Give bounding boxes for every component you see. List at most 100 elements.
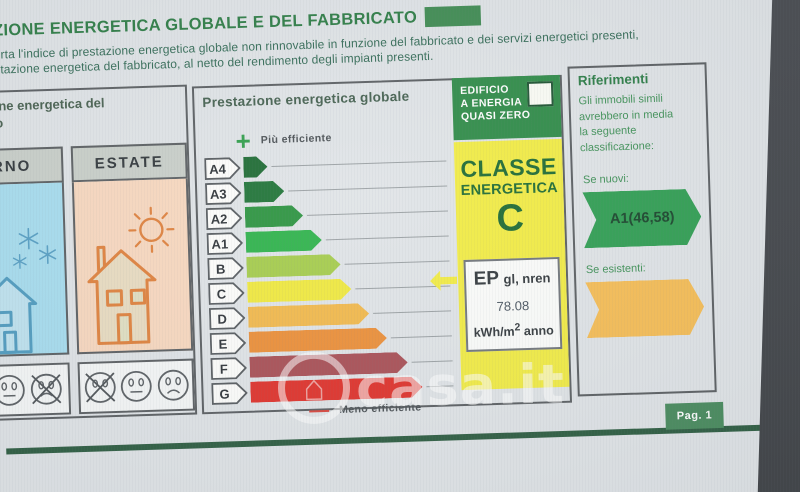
class-arrow: [246, 254, 341, 278]
new-buildings-class-arrow: A1(46,58): [582, 189, 702, 249]
ep-label: EP: [473, 268, 500, 291]
svg-text:D: D: [217, 311, 227, 326]
plus-icon: +: [235, 125, 252, 157]
if-new-label: Se nuovi:: [582, 172, 630, 187]
ruler-line: [306, 210, 448, 217]
references-panel: Riferimenti Gli immobili simili avrebber…: [567, 62, 717, 397]
ruler-line: [426, 385, 454, 388]
class-label: G: [211, 381, 248, 405]
ep-unit: kWh/m2 anno: [473, 322, 555, 341]
winter-column-body: [0, 182, 70, 359]
class-label: A4: [204, 156, 241, 180]
class-label: C: [208, 281, 245, 305]
ep-value: 78.08: [496, 297, 530, 314]
svg-text:C: C: [216, 286, 226, 301]
energy-class-row-e: E: [209, 323, 453, 356]
snowflake-icon: [12, 253, 27, 269]
class-arrow: [247, 279, 352, 303]
snowflake-icon: [18, 227, 39, 250]
minus-icon: —: [308, 399, 330, 422]
class-label: A2: [205, 206, 243, 230]
class-arrow: [249, 327, 388, 352]
new-buildings-class-value: A1(46,58): [609, 209, 675, 228]
ruler-line: [373, 310, 452, 315]
energy-class-row-g: G: [211, 373, 454, 406]
class-box-subtitle: ENERGETICA: [460, 180, 559, 200]
less-efficient-row: — Meno efficiente: [308, 399, 422, 422]
energy-class-box: CLASSE ENERGETICA C EP gl, nren 78.08 kW…: [453, 138, 570, 391]
class-label: F: [210, 356, 248, 380]
less-efficient-label: Meno efficiente: [338, 401, 422, 416]
sun-icon: [128, 206, 175, 253]
references-title: Riferimenti: [577, 71, 649, 89]
class-arrow: [250, 376, 423, 402]
ruler-line: [344, 260, 450, 266]
summer-house-icon: [87, 245, 157, 346]
summer-comfort-faces: [77, 358, 196, 415]
if-existing-label: Se esistenti:: [585, 262, 646, 277]
footer-rule: [6, 424, 762, 455]
global-performance-panel: Prestazione energetica globale + Più eff…: [191, 74, 573, 422]
fabric-panel-heading: one energetica del to: [0, 95, 105, 131]
svg-text:F: F: [220, 361, 228, 376]
existing-buildings-class-arrow: [585, 278, 705, 338]
class-label: D: [208, 306, 246, 330]
class-arrow: [249, 352, 408, 378]
ep-index-box: EP gl, nren 78.08 kWh/m2 anno: [463, 256, 563, 352]
winter-column: INVERNO: [0, 146, 70, 359]
more-efficient-label: Più efficiente: [260, 132, 332, 147]
class-label: A1: [206, 231, 244, 255]
svg-text:E: E: [218, 336, 227, 351]
face-neutral-icon: [0, 374, 25, 406]
summer-column: ESTATE: [70, 142, 194, 355]
class-label: A3: [205, 181, 242, 205]
class-arrow: [248, 303, 370, 328]
ruler-line: [390, 335, 452, 339]
ep-label-sub: gl, nren: [503, 270, 551, 288]
snowflake-icon: [38, 245, 57, 264]
class-box-title: CLASSE: [460, 153, 558, 183]
energy-class-scale: A4 A3 A2 A1: [204, 149, 454, 406]
energy-class-row-a3: A3: [205, 173, 448, 206]
energy-class-row-f: F: [210, 348, 453, 381]
nzeb-box: EDIFICIO A ENERGIA QUASI ZERO: [451, 74, 562, 141]
summer-column-header: ESTATE: [70, 142, 188, 183]
ruler-line: [288, 185, 448, 192]
winter-column-header: INVERNO: [0, 146, 64, 187]
svg-text:B: B: [216, 261, 226, 276]
class-label: B: [207, 256, 244, 280]
ruler-line: [325, 235, 449, 241]
energy-class-row-a4: A4: [204, 149, 447, 182]
face-crossed-icon: [84, 372, 116, 403]
more-efficient-row: + Più efficiente: [235, 125, 332, 157]
energy-class-row-a2: A2: [205, 198, 449, 231]
svg-text:A3: A3: [210, 186, 227, 202]
svg-text:G: G: [219, 386, 230, 401]
svg-text:A1: A1: [211, 236, 228, 252]
class-label: E: [209, 331, 247, 355]
global-panel-heading: Prestazione energetica globale: [202, 88, 410, 111]
energy-class-row-a1: A1: [206, 223, 449, 256]
winter-comfort-faces: [0, 362, 72, 418]
face-sad-icon: [157, 369, 189, 401]
class-arrow: [243, 156, 268, 178]
face-crossed-icon: [30, 373, 62, 405]
energy-class-row-b: B: [207, 248, 450, 281]
class-arrow: [245, 229, 322, 252]
nzeb-checkbox: [526, 81, 554, 107]
ruler-line: [271, 160, 447, 168]
energy-class-letter: C: [495, 197, 525, 240]
energy-class-row-d: D: [208, 298, 452, 331]
energy-class-row-c: C: [208, 273, 451, 306]
svg-text:A4: A4: [209, 161, 227, 177]
class-arrow: [245, 205, 304, 228]
summer-column-body: [71, 178, 194, 355]
page-number-badge: Pag. 1: [665, 401, 724, 430]
references-text: Gli immobili simili avrebbero in media l…: [578, 92, 674, 154]
class-arrow: [244, 181, 285, 203]
title-green-box: [424, 5, 482, 28]
svg-text:A2: A2: [211, 211, 228, 227]
winter-house-icon: [0, 276, 38, 355]
